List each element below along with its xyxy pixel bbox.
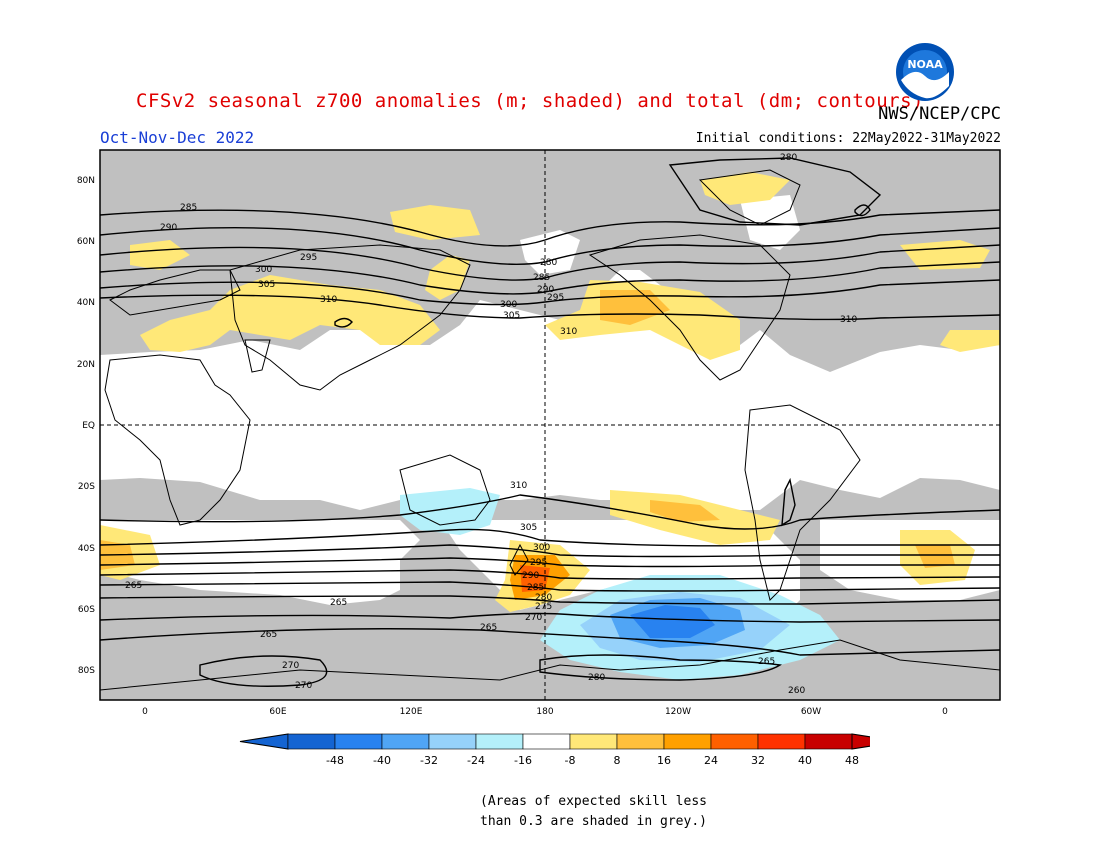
contour-label: 295 [300,253,317,263]
colorbar-bin [616,733,665,750]
colorbar-tick-label: 32 [751,754,765,767]
colorbar-bin [334,733,383,750]
lat-label: EQ [82,421,95,431]
contour-label: 280 [780,153,797,163]
graticule [100,150,1000,700]
contour-label: 305 [258,280,275,290]
contour-label: 300 [533,543,550,553]
colorbar: -48 -40 -32 -24 -16 -8 8 16 24 32 40 48 [239,733,870,767]
contour-labels: 280 285 290 295 300 305 310 280 285 290 … [125,153,857,696]
colorbar-tick-label: 40 [798,754,812,767]
colorbar-tick-label: 48 [845,754,859,767]
colorbar-tick-label: 16 [657,754,671,767]
lon-label: 0 [142,707,148,717]
contour-label: 265 [758,657,775,667]
skill-note-line2: than 0.3 are shaded in grey.) [480,814,707,829]
contour-label: 310 [510,481,527,491]
noaa-logo: NOAA [895,42,955,102]
contour-label: 310 [560,327,577,337]
negative-anomalies [400,488,840,680]
colorbar-end-left [239,733,289,750]
contour-label: 265 [330,598,347,608]
contour-label: 295 [547,293,564,303]
contour-label: 305 [520,523,537,533]
colorbar-end-right [851,733,870,750]
lon-axis-labels: 0 60E 120E 180 120W 60W 0 [142,707,948,717]
lat-label: 40N [77,298,95,308]
map-frame [99,149,1001,701]
contour-label: 265 [260,630,277,640]
contour-label: 290 [537,285,554,295]
noaa-logo-text: NOAA [907,58,943,71]
contour-label: 285 [180,203,197,213]
colorbar-tick-label: -16 [514,754,532,767]
contour-label: 290 [522,571,539,581]
small-contours [334,204,871,527]
lon-label: 60E [269,707,286,717]
colorbar-bin [381,733,430,750]
colorbar-bin [710,733,759,750]
contour-label: 290 [160,223,177,233]
colorbar-bin [663,733,712,750]
forecast-period: Oct-Nov-Dec 2022 [100,128,255,147]
skill-note-line1: (Areas of expected skill less [480,794,707,809]
lat-axis-labels: 80N 60N 40N 20N EQ 20S 40S 60S 80S [77,176,95,676]
colorbar-bin [757,733,806,750]
contour-label: 270 [295,681,312,691]
contour-label: 310 [840,315,857,325]
lat-label: 20N [77,360,95,370]
skill-note: (Areas of expected skill less than 0.3 a… [480,792,740,832]
colorbar-bin [287,733,336,750]
colorbar-tick-label: 8 [614,754,621,767]
contour-label: 280 [535,593,552,603]
contour-label: 280 [540,258,557,268]
lat-label: 40S [78,544,95,554]
anomaly-map: 280 285 290 295 300 305 310 280 285 290 … [77,149,1001,717]
lat-label: 80N [77,176,95,186]
colorbar-tick-label: -8 [565,754,576,767]
lat-label: 60N [77,237,95,247]
colorbar-ticks: -48 -40 -32 -24 -16 -8 8 16 24 32 40 48 [326,754,859,767]
lat-label: 80S [78,666,95,676]
colorbar-tick-label: -24 [467,754,485,767]
initial-conditions: Initial conditions: 22May2022-31May2022 [695,131,1001,146]
colorbar-tick-label: -40 [373,754,391,767]
lon-label: 120W [665,707,691,717]
contour-label: 265 [125,581,142,591]
contour-label: 265 [480,623,497,633]
colorbar-bin [522,733,571,750]
colorbar-bin [569,733,618,750]
contour-label: 280 [588,673,605,683]
coastlines [100,169,1000,691]
contour-label: 285 [527,583,544,593]
lon-label: 60W [801,707,821,717]
lon-label: 180 [536,707,553,717]
contour-label: 310 [320,295,337,305]
colorbar-tick-label: -32 [420,754,438,767]
lon-label: 0 [942,707,948,717]
contour-label: 300 [500,300,517,310]
colorbar-bin [804,733,853,750]
colorbar-bins [239,733,870,750]
colorbar-tick-label: 24 [704,754,718,767]
contour-label: 305 [503,311,520,321]
colorbar-bin [475,733,524,750]
contour-label: 260 [788,686,805,696]
colorbar-tick-label: -48 [326,754,344,767]
chart-title: CFSv2 seasonal z700 anomalies (m; shaded… [136,90,924,112]
contour-label: 270 [525,613,542,623]
contour-label: 285 [533,273,550,283]
colorbar-bin [428,733,477,750]
agency-label: NWS/NCEP/CPC [878,104,1001,124]
contour-label: 275 [535,602,552,612]
contour-label: 300 [255,265,272,275]
contour-label: 295 [530,558,547,568]
height-contours [100,157,1000,687]
lon-label: 120E [400,707,423,717]
lat-label: 60S [78,605,95,615]
contour-label: 270 [282,661,299,671]
positive-anomalies [100,172,1000,612]
lat-label: 20S [78,482,95,492]
